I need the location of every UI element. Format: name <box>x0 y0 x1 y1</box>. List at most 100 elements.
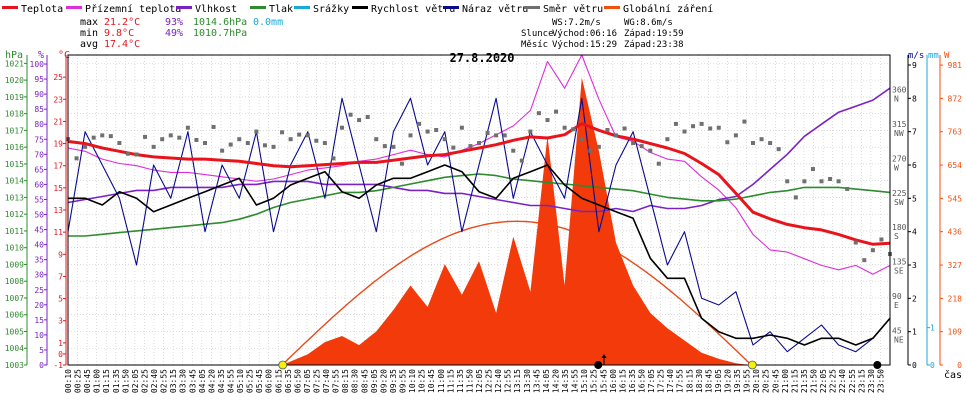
axis-temp-tick-label: 0 <box>58 350 63 359</box>
axis-wind-tick-label: 2 <box>912 294 917 303</box>
wind-dir-point <box>83 144 88 149</box>
wind-dir-point <box>622 126 627 131</box>
x-tick-label: 20:25 <box>762 369 771 393</box>
axis-wind-tick-label: 9 <box>912 61 917 70</box>
legend-swatch-2 <box>176 6 192 9</box>
axis-wind-tick-label: 7 <box>912 128 917 137</box>
wind-dir-point <box>605 128 610 133</box>
solar-clearsky-line <box>281 220 752 366</box>
line-pressure <box>68 173 891 237</box>
x-tick-label: 10:25 <box>418 369 427 393</box>
axis-solar-tick-label: 109 <box>948 328 963 337</box>
x-tick-label: 13:15 <box>513 369 522 393</box>
x-tick-label: 16:35 <box>628 369 637 393</box>
x-tick-label: 15:45 <box>599 369 608 393</box>
axis-solar-tick-label: 981 <box>948 61 963 70</box>
axis-hpa-tick-label: 1004 <box>5 344 24 353</box>
axes: 1003100410051006100710081009101010111012… <box>5 54 963 393</box>
wind-dir-point <box>151 144 156 149</box>
stats-max-pres: 1014.6hPa <box>193 17 247 28</box>
axis-pct-tick-label: 5 <box>39 346 44 355</box>
wind-dir-point <box>117 141 122 146</box>
wind-dir-point <box>708 126 713 131</box>
axis-hpa-tick-label: 1009 <box>5 260 24 269</box>
wind-dir-point <box>374 137 379 142</box>
axis-wind-tick-label: 0 <box>912 361 917 370</box>
axis-pct-tick-label: 35 <box>34 256 44 265</box>
wind-dir-point <box>853 240 858 245</box>
x-tick-label: 13:45 <box>532 369 541 393</box>
wind-dir-point <box>74 156 79 161</box>
wind-dir-point <box>579 137 584 142</box>
axis-dir-name: W <box>894 163 899 172</box>
axis-pct-tick-label: 95 <box>34 75 44 84</box>
wind-dir-point <box>545 118 550 123</box>
wind-dir-point <box>571 127 576 132</box>
x-tick-label: 22:55 <box>848 369 857 393</box>
line-temperature <box>67 122 891 246</box>
x-tick-label: 02:05 <box>131 369 140 393</box>
axis-dir-name: E <box>894 301 899 310</box>
axis-temp-tick-label: 13 <box>53 206 63 215</box>
x-tick-label: 17:25 <box>657 369 666 393</box>
axis-solar-tick-label: 436 <box>948 228 963 237</box>
wind-dir-point <box>810 167 815 172</box>
moonset-marker <box>873 361 882 369</box>
wind-dir-point <box>185 125 190 130</box>
x-tick-label: 11:15 <box>446 369 455 393</box>
axis-pct-tick-label: 20 <box>34 301 44 310</box>
astro-wg: WG:8.6m/s <box>624 18 673 28</box>
x-tick-label: 01:35 <box>112 369 121 393</box>
wind-dir-point <box>288 137 293 142</box>
legend-swatch-1 <box>66 6 82 9</box>
line-wind-gust <box>67 97 891 353</box>
wind-dir-point <box>305 133 310 138</box>
legend-label-3: Tlak <box>269 4 293 15</box>
legend-swatch-8 <box>604 6 620 9</box>
legend-label-8: Globální záření <box>623 3 713 15</box>
legend-label-7: Směr větru <box>543 3 603 15</box>
legend-label-1: Přízemní teplota <box>85 3 181 15</box>
axis-temp-tick-label: 23 <box>53 95 63 104</box>
axis-temp-tick-label: 15 <box>53 184 63 193</box>
axis-wind-tick-label: 6 <box>912 161 917 170</box>
x-tick-label: 23:50 <box>876 369 885 393</box>
x-tick-label: 09:35 <box>389 369 398 393</box>
x-tick-label: 01:00 <box>93 369 102 393</box>
wind-dir-point <box>716 125 721 130</box>
axis-dir-name: SW <box>894 198 904 207</box>
axis-pct-tick-label: 0 <box>39 361 44 370</box>
x-tick-label: 04:20 <box>207 369 216 393</box>
stats-avg-label: avg <box>80 39 98 50</box>
axis-label-wind: m/s <box>908 51 924 61</box>
axis-hpa-tick-label: 1015 <box>5 160 24 169</box>
axis-dir-name: SE <box>894 267 904 276</box>
wind-dir-point <box>280 130 285 135</box>
x-tick-label: 02:40 <box>150 369 159 393</box>
axis-temp-tick-label: 1 <box>58 339 63 348</box>
axis-temp-tick-label: 5 <box>58 295 63 304</box>
x-tick-label: 14:05 <box>542 369 551 393</box>
axis-wind-tick-label: 4 <box>912 228 917 237</box>
axis-temp-tick-label: 17 <box>53 162 63 171</box>
x-tick-label: 16:15 <box>618 369 627 393</box>
axis-solar-tick-label: 327 <box>948 261 963 270</box>
astro-sun-rise: Východ:06:16 <box>552 29 617 39</box>
axis-pct-tick-label: 60 <box>34 180 44 189</box>
wind-dir-point <box>845 186 850 191</box>
wind-dir-point <box>451 145 456 150</box>
x-tick-label: 11:35 <box>456 369 465 393</box>
axis-pct-tick-label: 80 <box>34 120 44 129</box>
x-tick-label: 11:00 <box>437 369 446 393</box>
wind-dir-point <box>91 135 96 140</box>
axis-solar-tick-label: 654 <box>948 161 963 170</box>
axis-solar-tick-label: 0 <box>957 361 962 370</box>
x-tick-label: 00:10 <box>64 369 73 393</box>
axis-dir-deg: 225 <box>892 189 907 198</box>
x-tick-label: 09:20 <box>379 369 388 393</box>
x-tick-label: 00:45 <box>83 369 92 393</box>
axis-hpa-tick-label: 1008 <box>5 277 24 286</box>
axis-rain-tick-label: 1 <box>930 324 935 333</box>
x-tick-label: 06:00 <box>265 369 274 393</box>
axis-temp-tick-label: 7 <box>58 272 63 281</box>
